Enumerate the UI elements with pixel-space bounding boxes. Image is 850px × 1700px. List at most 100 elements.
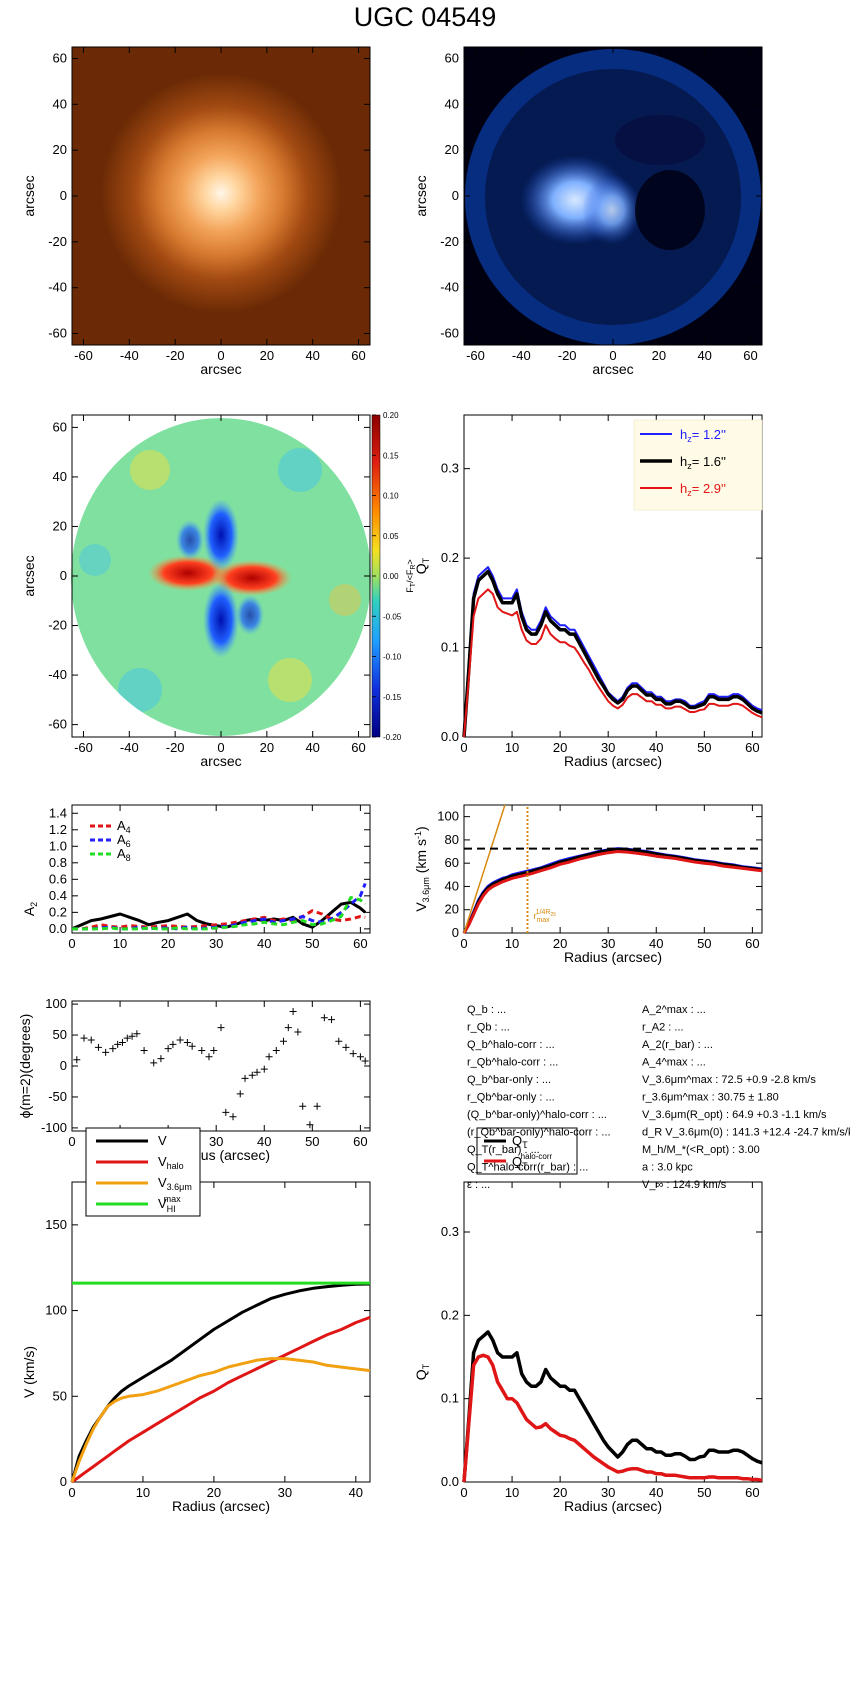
positive-lobe bbox=[148, 555, 228, 591]
qt-hz-frame bbox=[463, 414, 763, 738]
x-tick-label: -40 bbox=[512, 348, 531, 363]
rotation-legend: V Vhalo V3.6μm VHImax bbox=[85, 1127, 201, 1217]
qt-hz-line-3 bbox=[463, 588, 763, 738]
y-tick-label: 100 bbox=[437, 809, 459, 824]
x-tick-label: 20 bbox=[652, 348, 666, 363]
legend-vhi: VHImax bbox=[158, 1194, 181, 1214]
phase-point bbox=[320, 1014, 328, 1022]
rotation-36-frame bbox=[463, 804, 763, 934]
phase-point bbox=[272, 1047, 280, 1055]
fourier-legend: A4 A6 A8 bbox=[90, 818, 131, 863]
y-tick-label: -20 bbox=[440, 234, 459, 249]
x-tick-label: 30 bbox=[601, 740, 615, 755]
phase-point bbox=[118, 1038, 126, 1046]
fourier-line-a_6 bbox=[72, 882, 367, 931]
y-axis-label: QT bbox=[413, 557, 431, 574]
phase-point bbox=[284, 1024, 292, 1032]
rotation-36-line-blue bbox=[462, 847, 763, 934]
y-tick-label: 50 bbox=[53, 1027, 67, 1042]
rotation-curve-line-2 bbox=[71, 1315, 371, 1484]
x-tick-label: 50 bbox=[697, 936, 711, 951]
x-tick-label: 40 bbox=[349, 1485, 363, 1500]
force-map-panel: 0.20 0.15 0.10 0.05 0.00 -0.05 -0.10 -0.15 -0.20… bbox=[71, 411, 417, 742]
y-tick-label: 60 bbox=[53, 50, 67, 65]
qt-halo-line-2 bbox=[462, 1353, 763, 1483]
colorbar-tick-label: -0.15 bbox=[383, 693, 402, 702]
qt-halo-frame bbox=[463, 1181, 763, 1483]
rotation-curve-xlabel: Radius (arcsec) bbox=[172, 1498, 270, 1514]
colorbar-tick-label: 0.05 bbox=[383, 532, 399, 541]
colorbar-tick-label: 0.10 bbox=[383, 492, 399, 501]
phase-point bbox=[289, 1008, 297, 1016]
x-tick-label: 60 bbox=[745, 740, 759, 755]
info-right-1: r_A2 : ... bbox=[642, 1022, 684, 1034]
image-blue-xlabel: arcsec bbox=[592, 361, 633, 377]
phase-point bbox=[236, 1090, 244, 1098]
y-axis-label: QT bbox=[413, 1363, 431, 1380]
x-tick-label: 40 bbox=[649, 936, 663, 951]
info-right-9: a : 3.0 kpc bbox=[642, 1162, 693, 1174]
info-right-2: A_2(r_bar) : ... bbox=[642, 1039, 713, 1051]
x-tick-label: 40 bbox=[649, 740, 663, 755]
rotation-curve-frame bbox=[71, 1181, 371, 1483]
info-left-0: Q_b : ... bbox=[467, 1004, 506, 1016]
qt-halo-xlabel: Radius (arcsec) bbox=[564, 1498, 662, 1514]
y-tick-label: 50 bbox=[53, 1388, 67, 1403]
y-tick-label: 0.4 bbox=[49, 888, 67, 903]
y-tick-label: 1.4 bbox=[49, 805, 67, 820]
x-tick-label: 0 bbox=[68, 1134, 75, 1149]
info-left-8: Q_T(r_bar) : ... bbox=[467, 1144, 540, 1156]
y-tick-label: 20 bbox=[53, 142, 67, 157]
qt-halo-axes: 0 10 20 30 40 50 60 0.0 0.1 0.2 0.3 Radius (arcsec)… bbox=[413, 1181, 763, 1514]
y-tick-label: 0 bbox=[60, 188, 67, 203]
x-tick-label: -20 bbox=[558, 348, 577, 363]
info-right-4: V_3.6μm^max : 72.5 +0.9 -2.8 km/s bbox=[642, 1074, 816, 1086]
y-tick-label: 1.0 bbox=[49, 838, 67, 853]
x-tick-label: 0 bbox=[217, 348, 224, 363]
y-tick-label: 80 bbox=[445, 832, 459, 847]
x-tick-label: 60 bbox=[351, 348, 365, 363]
qt-hz-line-1 bbox=[463, 566, 763, 738]
y-axis-label: ϕ(m=2)(degrees) bbox=[17, 1014, 33, 1119]
x-tick-label: -20 bbox=[166, 348, 185, 363]
info-left-5: r_Qb^bar-only : ... bbox=[467, 1092, 555, 1104]
x-tick-label: 40 bbox=[257, 1134, 271, 1149]
phase-point bbox=[176, 1036, 184, 1044]
phase-point bbox=[157, 1055, 165, 1063]
y-tick-label: 0 bbox=[60, 1058, 67, 1073]
x-tick-label: 50 bbox=[305, 1134, 319, 1149]
qt-halo-line-1 bbox=[462, 1330, 763, 1483]
y-tick-label: 1.2 bbox=[49, 822, 67, 837]
x-tick-label: 30 bbox=[601, 936, 615, 951]
y-tick-label: 60 bbox=[445, 50, 459, 65]
x-tick-label: 0 bbox=[460, 936, 467, 951]
phase-point bbox=[313, 1102, 321, 1110]
x-tick-label: -20 bbox=[166, 740, 185, 755]
parameter-table: Q_b : ... r_Qb : ... Q_b^halo-corr : ... r_… bbox=[467, 1004, 850, 1191]
colorbar-tick-label: -0.05 bbox=[383, 612, 402, 621]
y-tick-label: 40 bbox=[445, 878, 459, 893]
x-tick-label: 60 bbox=[353, 1134, 367, 1149]
x-tick-label: 20 bbox=[207, 1485, 221, 1500]
y-tick-label: 60 bbox=[53, 419, 67, 434]
y-tick-label: -40 bbox=[48, 667, 67, 682]
x-tick-label: -60 bbox=[74, 348, 93, 363]
info-left-1: r_Qb : ... bbox=[467, 1022, 510, 1034]
phase-point bbox=[94, 1043, 102, 1051]
phase-point bbox=[169, 1040, 177, 1048]
phase-point bbox=[248, 1071, 256, 1079]
y-axis-label: arcsec bbox=[413, 175, 429, 216]
x-tick-label: 30 bbox=[601, 1485, 615, 1500]
phase-point bbox=[102, 1048, 110, 1056]
y-tick-label: 0.2 bbox=[441, 1307, 459, 1322]
x-tick-label: 30 bbox=[278, 1485, 292, 1500]
x-tick-label: 10 bbox=[505, 936, 519, 951]
phase-point bbox=[80, 1034, 88, 1042]
y-tick-label: 0 bbox=[60, 1474, 67, 1489]
image-blue-axes: -60 -40 -20 0 20 40 60 -60 -40 -20 0 20 40 60 arcsec ar… bbox=[413, 46, 763, 377]
info-left-9: Q_T^halo-corr(r_bar) : ... bbox=[467, 1162, 588, 1174]
y-tick-label: 0.2 bbox=[441, 550, 459, 565]
y-tick-label: 0.1 bbox=[441, 1391, 459, 1406]
info-left-3: r_Qb^halo-corr : ... bbox=[467, 1057, 558, 1069]
qt-halo-legend: QT QThalo-corr bbox=[476, 1127, 578, 1175]
